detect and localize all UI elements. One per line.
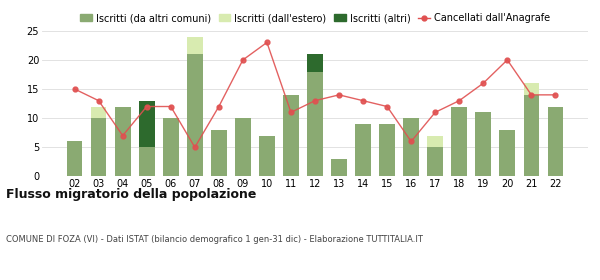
Bar xyxy=(91,118,106,176)
Bar xyxy=(403,118,419,176)
Bar xyxy=(163,118,179,176)
Bar xyxy=(524,95,539,176)
Bar xyxy=(115,106,131,176)
Bar xyxy=(139,147,155,176)
Bar xyxy=(187,54,203,176)
Bar xyxy=(307,54,323,72)
Bar xyxy=(91,106,106,118)
Bar xyxy=(451,106,467,176)
Bar xyxy=(379,124,395,176)
Text: COMUNE DI FOZA (VI) - Dati ISTAT (bilancio demografico 1 gen-31 dic) - Elaborazi: COMUNE DI FOZA (VI) - Dati ISTAT (bilanc… xyxy=(6,235,423,244)
Bar xyxy=(211,130,227,176)
Bar xyxy=(331,159,347,176)
Bar xyxy=(548,106,563,176)
Bar xyxy=(355,124,371,176)
Bar xyxy=(524,83,539,95)
Bar xyxy=(259,136,275,176)
Bar xyxy=(307,72,323,176)
Text: Flusso migratorio della popolazione: Flusso migratorio della popolazione xyxy=(6,188,256,200)
Bar xyxy=(187,37,203,54)
Bar xyxy=(475,112,491,176)
Legend: Iscritti (da altri comuni), Iscritti (dall'estero), Iscritti (altri), Cancellati: Iscritti (da altri comuni), Iscritti (da… xyxy=(80,13,550,23)
Bar xyxy=(235,118,251,176)
Bar xyxy=(139,101,155,147)
Bar xyxy=(499,130,515,176)
Bar xyxy=(67,141,82,176)
Bar xyxy=(427,136,443,147)
Bar xyxy=(427,147,443,176)
Bar xyxy=(283,95,299,176)
